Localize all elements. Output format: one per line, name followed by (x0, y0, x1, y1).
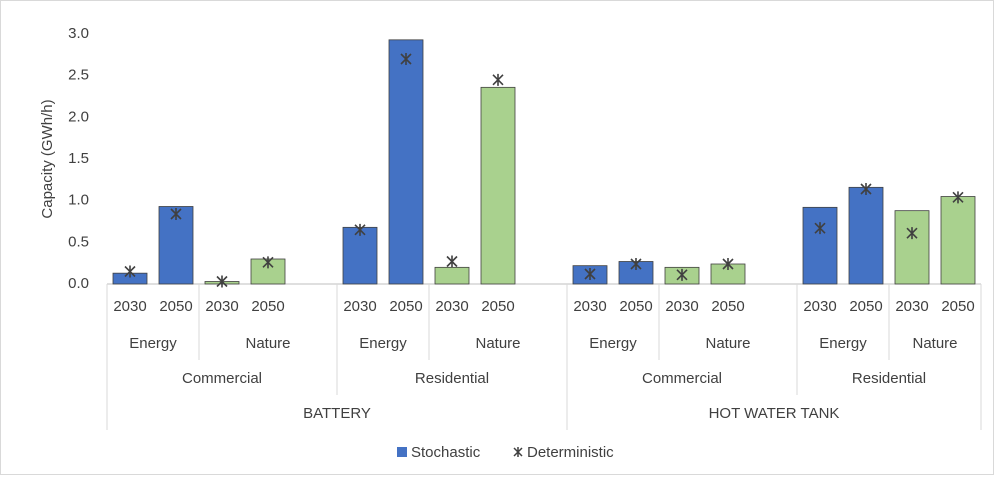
x-tick-label: 2050 (159, 298, 192, 315)
x-tick-label: 2050 (389, 298, 422, 315)
deterministic-marker (262, 256, 274, 269)
y-tick-label: 0.0 (68, 275, 89, 292)
group-label: Nature (912, 335, 957, 352)
deterministic-marker (400, 53, 412, 65)
group-label: Nature (475, 335, 520, 352)
y-tick-label: 1.0 (68, 192, 89, 209)
deterministic-marker (722, 258, 734, 270)
x-tick-label: 2030 (573, 298, 606, 315)
x-tick-label: 2050 (619, 298, 652, 315)
legend-label: Deterministic (527, 444, 614, 461)
deterministic-marker (814, 222, 826, 235)
group-label: Energy (589, 335, 637, 352)
group-label: Nature (245, 335, 290, 352)
group-label: Energy (129, 335, 177, 352)
x-tick-label: 2030 (113, 298, 146, 315)
group-label: Nature (705, 335, 750, 352)
group-label: Residential (852, 370, 926, 387)
group-label: HOT WATER TANK (709, 405, 840, 422)
deterministic-marker (906, 227, 918, 240)
deterministic-marker (952, 191, 964, 204)
group-label: BATTERY (303, 405, 371, 422)
group-label: Residential (415, 370, 489, 387)
bar (802, 206, 838, 285)
bar (940, 196, 976, 285)
x-tick-label: 2030 (343, 298, 376, 315)
legend-swatch (397, 447, 407, 457)
deterministic-marker (170, 208, 182, 220)
bar (342, 226, 378, 285)
group-label: Energy (819, 335, 867, 352)
x-tick-label: 2030 (205, 298, 238, 315)
x-tick-label: 2030 (435, 298, 468, 315)
x-tick-label: 2050 (251, 298, 284, 315)
legend-swatch (513, 447, 523, 457)
deterministic-marker (216, 275, 228, 288)
y-axis-label: Capacity (GWh/h) (39, 99, 56, 218)
y-tick-label: 0.5 (68, 233, 89, 250)
y-tick-label: 3.0 (68, 25, 89, 42)
deterministic-marker (630, 258, 642, 270)
bar (894, 210, 930, 285)
legend-label: Stochastic (411, 444, 481, 461)
x-tick-label: 2050 (941, 298, 974, 315)
y-tick-label: 2.5 (68, 67, 89, 84)
x-tick-label: 2030 (895, 298, 928, 315)
group-label: Commercial (182, 370, 262, 387)
deterministic-marker (492, 73, 504, 86)
deterministic-marker (584, 268, 596, 280)
deterministic-marker (676, 268, 688, 281)
x-tick-label: 2030 (803, 298, 836, 315)
deterministic-marker (860, 183, 872, 195)
x-tick-label: 2050 (849, 298, 882, 315)
bar (388, 39, 424, 285)
group-label: Energy (359, 335, 407, 352)
deterministic-marker (354, 223, 366, 236)
deterministic-marker (124, 265, 136, 278)
x-tick-label: 2050 (711, 298, 744, 315)
y-tick-label: 2.0 (68, 108, 89, 125)
x-tick-label: 2050 (481, 298, 514, 315)
bar (250, 258, 286, 285)
bar (480, 86, 516, 285)
group-label: Commercial (642, 370, 722, 387)
bar (434, 266, 470, 285)
y-tick-label: 1.5 (68, 150, 89, 167)
x-tick-label: 2030 (665, 298, 698, 315)
bar (848, 186, 884, 285)
deterministic-marker (446, 255, 458, 268)
